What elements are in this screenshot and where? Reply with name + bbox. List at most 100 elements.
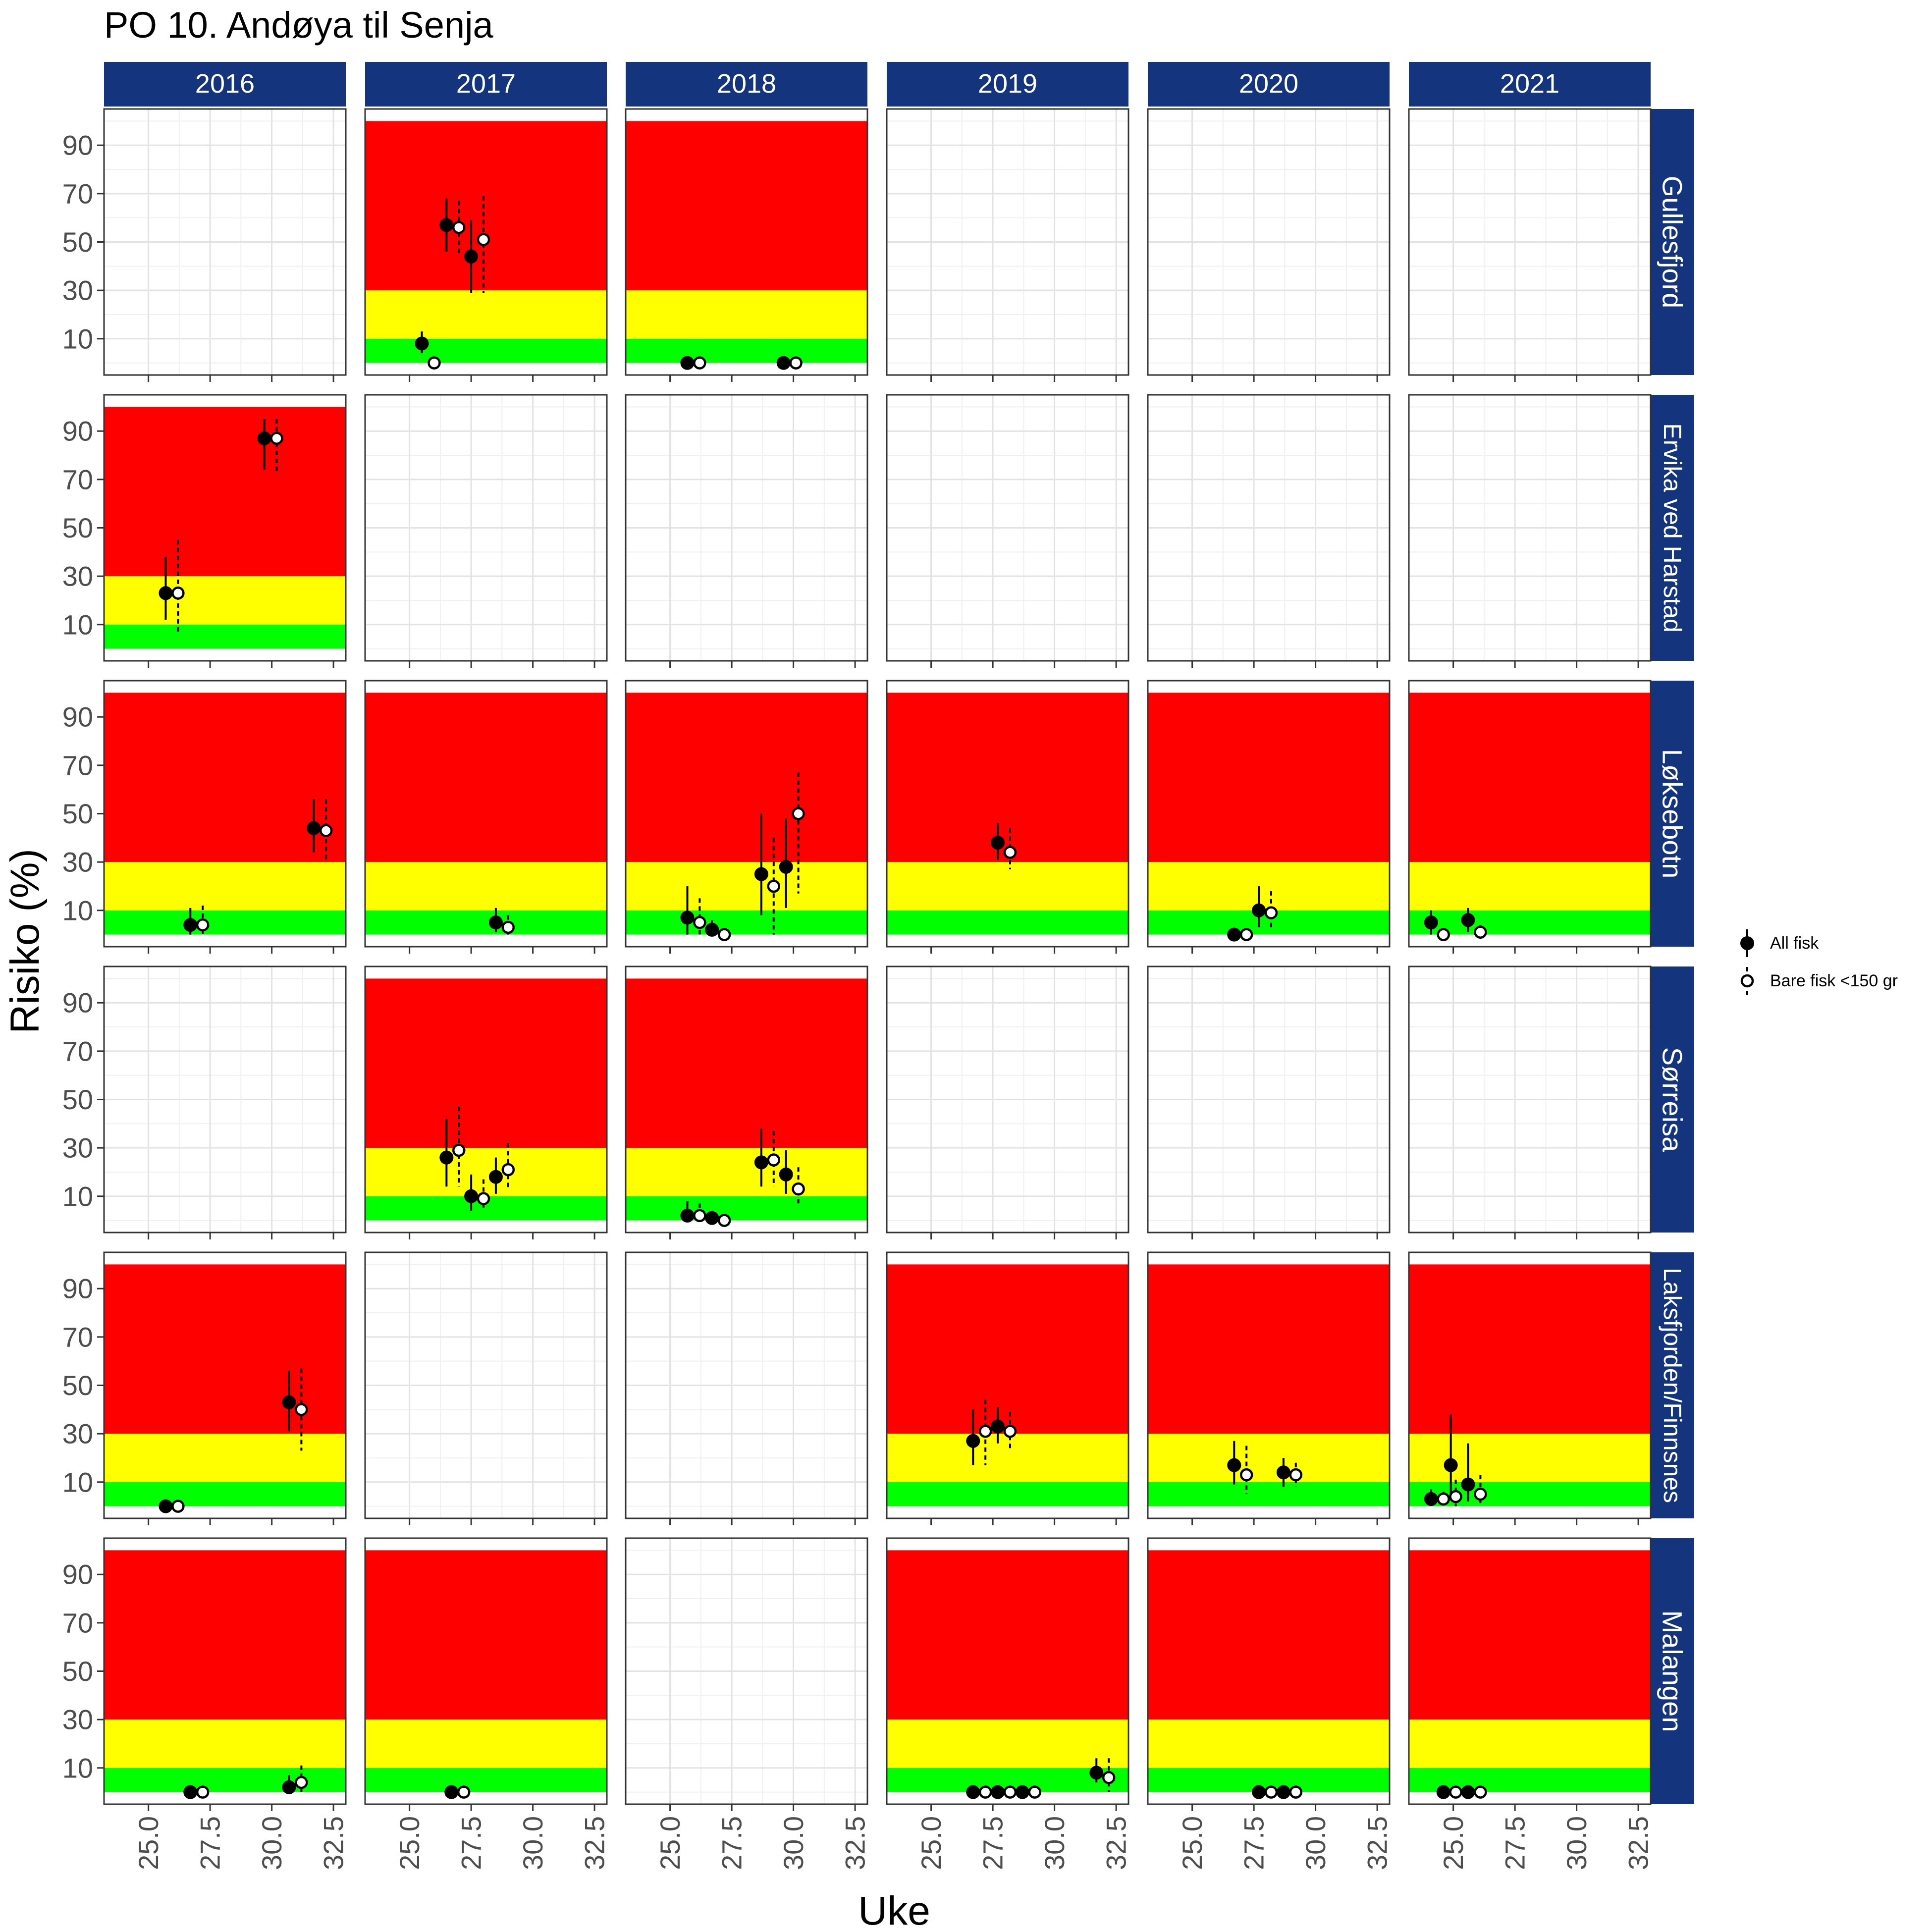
year-strip-label: 2018	[717, 69, 776, 99]
point-all-fish	[444, 1785, 459, 1799]
panel-ervika-ved-harstad-2018	[625, 394, 868, 662]
point-all-fish	[966, 1785, 980, 1799]
panel-malangen-2020	[1147, 1537, 1391, 1805]
location-strip-sorreisa	[1651, 966, 1694, 1233]
legend-label: Bare fisk <150 gr	[1770, 971, 1898, 990]
risk-band	[104, 1434, 346, 1482]
point-all-fish	[1227, 927, 1241, 942]
y-tick-label: 50	[62, 512, 93, 543]
risk-band	[1409, 1264, 1651, 1434]
y-tick-label: 90	[62, 1559, 93, 1590]
risk-band	[104, 624, 346, 649]
risk-band	[887, 1719, 1128, 1768]
panel-ervika-ved-harstad-2019	[886, 394, 1129, 662]
panel-sorreisa-2019	[886, 966, 1129, 1234]
panel-border	[886, 680, 1129, 948]
panel-malangen-2016	[103, 1537, 347, 1805]
point-small-fish	[452, 220, 466, 234]
risk-band	[1148, 1482, 1390, 1506]
panel-gullesfjord-2019	[886, 108, 1129, 376]
panel-border	[625, 966, 868, 1234]
panel-ervika-ved-harstad-2016	[103, 394, 347, 662]
risk-band	[887, 910, 1128, 935]
year-strip-label: 2020	[1239, 69, 1298, 99]
point-all-fish	[966, 1434, 980, 1448]
point-small-fish	[1289, 1785, 1303, 1799]
risk-band	[887, 1434, 1128, 1482]
risk-band	[365, 338, 607, 363]
panel-border	[886, 394, 1129, 662]
year-strip-label: 2019	[978, 69, 1037, 99]
point-small-fish	[1449, 1490, 1462, 1503]
panel-malangen-2018	[625, 1537, 868, 1805]
risk-band	[365, 978, 607, 1148]
risk-band	[626, 910, 867, 935]
risk-band	[626, 1196, 867, 1221]
y-tick-label: 50	[62, 226, 93, 258]
point-all-fish	[680, 1208, 695, 1223]
legend: All fisk Bare fisk <150 gr	[1740, 929, 1898, 995]
panel-ervika-ved-harstad-2020	[1147, 394, 1391, 662]
panel-sorreisa-2021	[1408, 966, 1652, 1234]
x-tick-label: 27.5	[456, 1816, 487, 1870]
legend-marker	[1740, 936, 1754, 950]
risk-band	[1409, 1434, 1651, 1482]
y-tick-label: 10	[62, 1466, 93, 1498]
y-tick-label: 90	[62, 130, 93, 161]
point-all-fish	[705, 922, 719, 937]
panel-border	[364, 108, 608, 376]
risk-band	[1148, 1434, 1390, 1482]
point-all-fish	[1436, 1785, 1450, 1799]
point-all-fish	[1015, 1785, 1029, 1799]
panel-laksfjorden-finnsnes-2017	[364, 1251, 608, 1519]
year-strip-2019	[887, 62, 1128, 107]
y-tick-label: 30	[62, 275, 93, 306]
point-all-fish	[779, 859, 793, 874]
panel-laksfjorden-finnsnes-2016	[103, 1251, 347, 1519]
point-all-fish	[680, 911, 695, 925]
risk-band	[887, 1482, 1128, 1506]
point-small-fish	[792, 807, 805, 820]
point-all-fish	[183, 918, 198, 932]
panel-loksebotn-2020	[1147, 680, 1391, 948]
x-tick-label: 30.0	[1561, 1816, 1592, 1870]
panel-malangen-2019	[886, 1537, 1129, 1805]
x-tick-label: 25.0	[915, 1816, 947, 1870]
point-all-fish	[991, 1419, 1005, 1434]
risk-band	[365, 290, 607, 339]
y-tick-label: 50	[62, 1084, 93, 1115]
point-all-fish	[1461, 1785, 1475, 1799]
panel-gullesfjord-2016	[103, 108, 347, 376]
point-all-fish	[439, 218, 454, 232]
panel-gullesfjord-2018	[625, 108, 868, 376]
location-strip-loksebotn	[1651, 681, 1694, 947]
point-small-fish	[1239, 1468, 1253, 1482]
panel-gullesfjord-2020	[1147, 108, 1391, 376]
x-tick-label: 32.5	[840, 1816, 871, 1870]
point-small-fish	[1264, 1785, 1278, 1799]
point-small-fish	[295, 1403, 308, 1416]
point-small-fish	[270, 431, 283, 445]
point-small-fish	[501, 920, 515, 934]
panel-border	[364, 1251, 608, 1519]
point-small-fish	[452, 1143, 466, 1157]
point-all-fish	[464, 1189, 479, 1203]
location-strip-label: Løksebotn	[1657, 749, 1688, 879]
point-small-fish	[171, 587, 185, 600]
x-tick-label: 32.5	[318, 1816, 349, 1870]
point-all-fish	[464, 249, 479, 264]
location-strip-label: Sørreisa	[1657, 1047, 1688, 1152]
point-small-fish	[501, 1163, 515, 1177]
axes-layer: 10 30 50 70 90 10 30 50 70 90 10 30 50 70 90 10 30 50 70 90…	[62, 130, 1654, 1870]
point-all-fish	[776, 356, 791, 370]
risk-band	[1409, 1482, 1651, 1506]
point-small-fish	[1474, 925, 1487, 939]
panel-border	[1147, 966, 1391, 1234]
x-axis-title: Uke	[858, 1888, 930, 1932]
risk-band	[626, 978, 867, 1148]
point-all-fish	[991, 1785, 1005, 1799]
risk-band	[104, 862, 346, 911]
x-tick-label: 32.5	[1101, 1816, 1132, 1870]
panel-gullesfjord-2017	[364, 108, 608, 376]
